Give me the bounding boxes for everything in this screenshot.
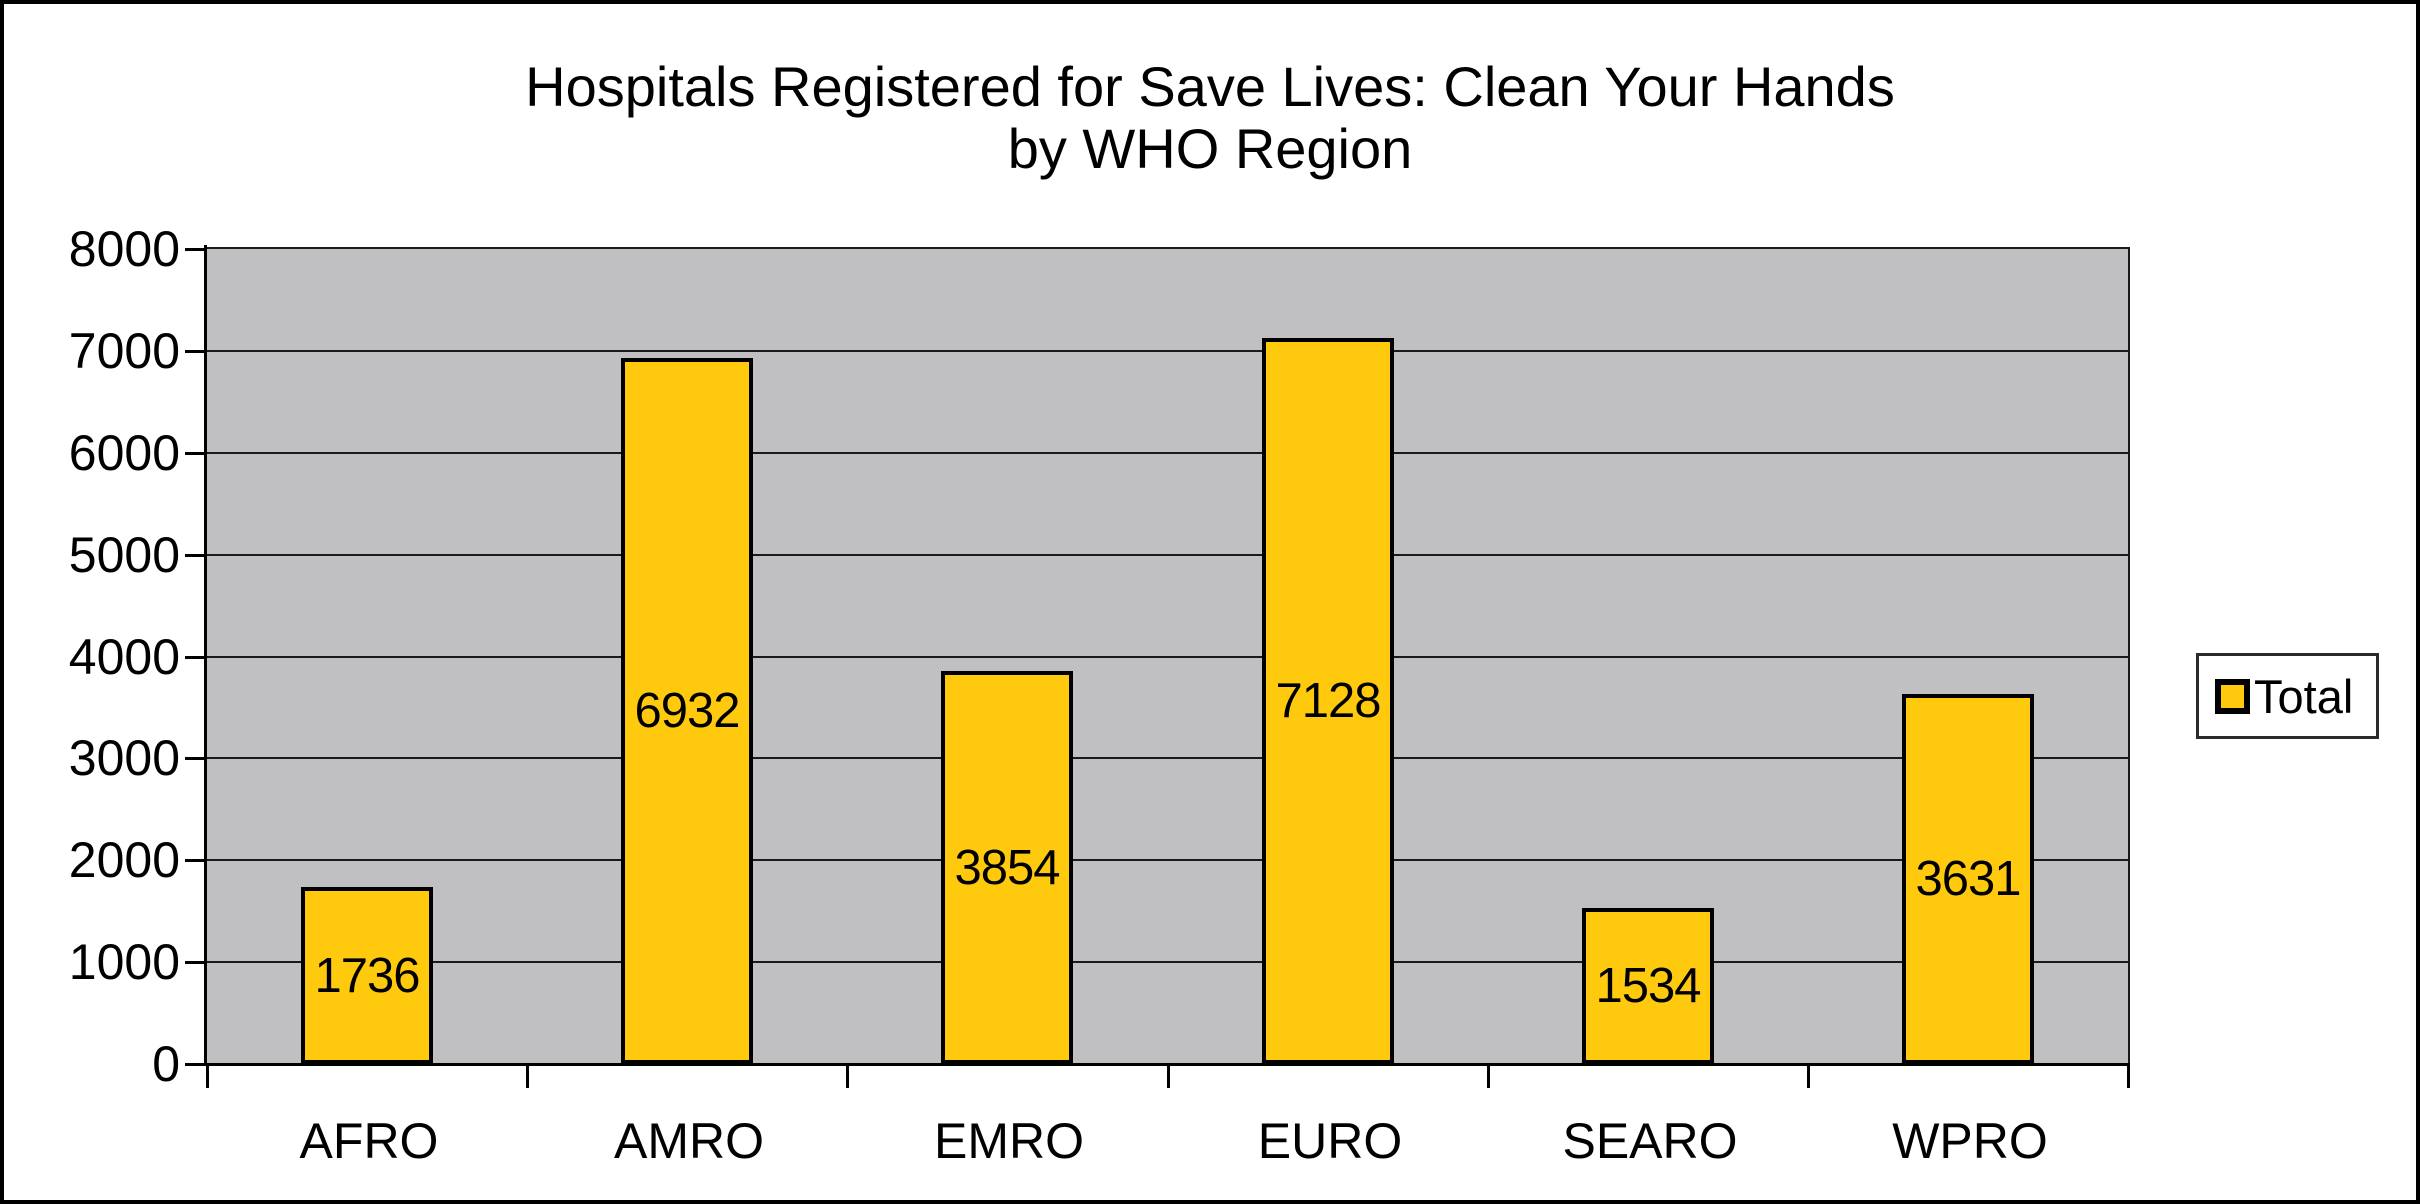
x-axis-label-searo: SEARO [1562, 1113, 1738, 1169]
bar-value-label: 6932 [634, 684, 740, 738]
x-axis-label-afro: AFRO [299, 1113, 439, 1169]
x-axis-line [204, 1063, 2130, 1066]
chart-title-block: Hospitals Registered for Save Lives: Cle… [4, 56, 2416, 180]
y-axis-tick-label: 3000 [68, 730, 180, 787]
x-axis-label-wpro: WPRO [1892, 1113, 2048, 1169]
bar-value-label: 1736 [314, 949, 420, 1003]
x-axis-label-amro: AMRO [614, 1113, 764, 1169]
y-axis-tick-label: 5000 [68, 526, 180, 583]
x-axis-tick-mark [846, 1066, 850, 1088]
y-axis-tick-mark [185, 553, 205, 557]
legend: Total [2196, 653, 2379, 739]
y-axis-tick-mark [185, 961, 205, 965]
y-axis-tick-mark [185, 349, 205, 353]
y-axis-tick-mark [185, 1063, 205, 1066]
x-axis-tick-mark [1806, 1066, 1810, 1088]
y-axis-tick-label: 4000 [68, 628, 180, 685]
y-axis-tick-label: 8000 [68, 221, 180, 277]
bar-afro: 1736 [301, 887, 433, 1064]
y-axis-tick-label: 2000 [68, 832, 180, 889]
y-axis-line [204, 245, 207, 1066]
gridline [207, 349, 2128, 352]
bar-wpro: 3631 [1902, 694, 2034, 1064]
y-axis-tick-mark [185, 655, 205, 659]
gridline [207, 859, 2128, 862]
y-axis-tick-label: 0 [152, 1036, 180, 1092]
bar-emro: 3854 [941, 671, 1073, 1064]
bar-searo: 1534 [1582, 908, 1714, 1064]
chart-title: Hospitals Registered for Save Lives: Cle… [525, 55, 1895, 118]
gridline [207, 553, 2128, 556]
x-axis-label-emro: EMRO [934, 1113, 1084, 1169]
y-axis-tick-label: 6000 [68, 424, 180, 481]
gridline [207, 757, 2128, 760]
y-axis-tick-mark [185, 451, 205, 455]
x-axis-tick-mark [1486, 1066, 1490, 1088]
bar-value-label: 7128 [1275, 674, 1381, 728]
y-axis-tick-mark [185, 757, 205, 761]
x-axis-tick-mark [206, 1066, 209, 1088]
bar-value-label: 1534 [1595, 959, 1701, 1013]
gridline [207, 451, 2128, 454]
y-axis-tick-label: 1000 [68, 934, 180, 991]
y-axis-tick-mark [185, 248, 205, 251]
x-axis-label-euro: EURO [1257, 1113, 1403, 1169]
bar-value-label: 3631 [1915, 852, 2021, 906]
chart-subtitle: by WHO Region [1007, 117, 1413, 180]
bar-value-label: 3854 [954, 841, 1060, 895]
x-axis-tick-mark [2127, 1066, 2130, 1088]
legend-series-swatch-icon [2215, 678, 2250, 714]
plot-area: 1736 6932 3854 7128 1534 3631 [207, 247, 2130, 1066]
y-axis-tick-label: 7000 [68, 322, 180, 379]
gridline [207, 655, 2128, 658]
bar-amro: 6932 [621, 358, 753, 1064]
bar-euro: 7128 [1262, 338, 1394, 1064]
legend-label: Total [2254, 669, 2354, 723]
x-axis-tick-mark [526, 1066, 530, 1088]
x-axis-tick-mark [1166, 1066, 1170, 1088]
y-axis-tick-mark [185, 859, 205, 863]
gridline [207, 961, 2128, 964]
